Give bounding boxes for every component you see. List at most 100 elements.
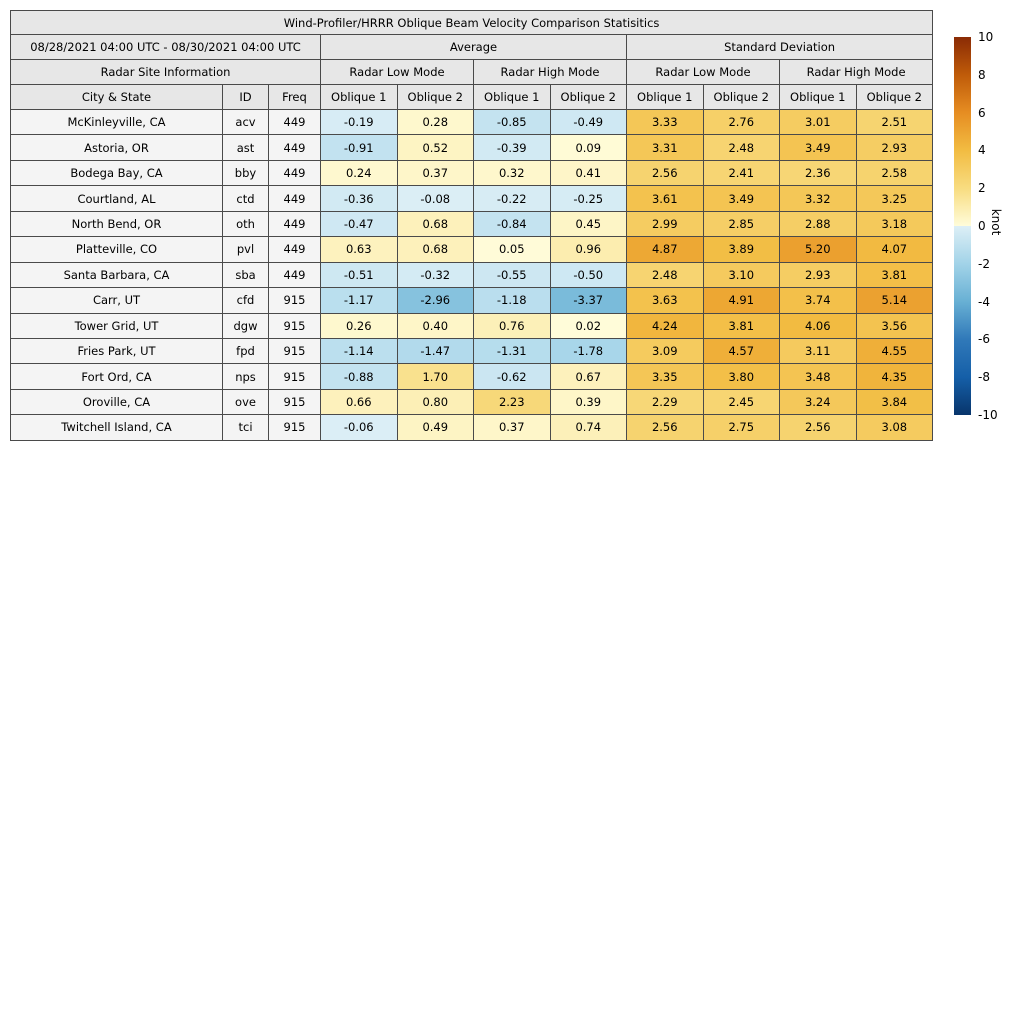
colorbar-tick-label: 10 [978,30,994,44]
id-cell: tci [222,414,269,441]
avg-radar-high-mode: Radar High Mode [473,59,627,85]
value-cell: 2.75 [702,414,780,441]
value-cell: -0.84 [473,210,551,238]
id-cell: ast [222,134,269,161]
value-cell: 0.02 [549,312,627,339]
value-cell: 3.31 [626,134,704,161]
id-cell: pvl [222,236,269,263]
value-cell: 0.63 [320,236,398,263]
value-cell: 2.88 [779,210,857,238]
freq-cell: 915 [268,337,321,365]
value-cell: 0.05 [473,236,551,263]
value-cell: 2.41 [702,159,780,187]
table-row: Santa Barbara, CA sba 449 -0.51 -0.32 -0.55 -0… [10,261,934,289]
col-freq: Freq [268,84,321,110]
value-cell: 5.20 [779,236,857,263]
table-row: Carr, UT cfd 915 -1.17 -2.96 -1.18 -3.37 3.63 4.… [10,287,934,314]
city-cell: Courtland, AL [10,185,223,212]
col-oblique-1: Oblique 1 [473,84,551,110]
id-cell: fpd [222,337,269,365]
value-cell: 3.25 [855,185,934,212]
value-cell: 0.76 [473,312,551,339]
col-oblique-2: Oblique 2 [396,84,474,110]
city-cell: Fries Park, UT [10,337,223,365]
table-row: North Bend, OR oth 449 -0.47 0.68 -0.84 0.45 2.… [10,210,934,238]
value-cell: 3.89 [702,236,780,263]
id-cell: ove [222,388,269,416]
value-cell: 0.52 [396,134,474,161]
freq-cell: 915 [268,312,321,339]
colorbar-tick-label: 0 [978,219,986,233]
value-cell: 4.87 [626,236,704,263]
city-cell: Oroville, CA [10,388,223,416]
value-cell: 3.61 [626,185,704,212]
freq-cell: 915 [268,388,321,416]
value-cell: 0.24 [320,159,398,187]
value-cell: 0.68 [396,210,474,238]
value-cell: -1.17 [320,287,398,314]
col-oblique-1: Oblique 1 [779,84,857,110]
value-cell: -0.62 [473,363,551,390]
value-cell: 3.49 [702,185,780,212]
colorbar-tick-label: 8 [978,67,986,82]
col-oblique-2: Oblique 2 [855,84,934,110]
value-cell: -0.85 [473,108,551,136]
value-cell: 2.36 [779,159,857,187]
id-cell: nps [222,363,269,390]
value-cell: 2.45 [702,388,780,416]
value-cell: 3.80 [702,363,780,390]
id-cell: cfd [222,287,269,314]
value-cell: 0.39 [549,388,627,416]
value-cell: -0.88 [320,363,398,390]
header-row-modes: Radar Site Information Radar Low Mode Ra… [10,59,934,85]
city-cell: Platteville, CO [10,236,223,263]
colorbar-tick-label: -8 [978,370,990,385]
value-cell: 1.70 [396,363,474,390]
value-cell: -0.08 [396,185,474,212]
col-oblique-1: Oblique 1 [626,84,704,110]
city-cell: Carr, UT [10,287,223,314]
std-radar-low-mode: Radar Low Mode [626,59,780,85]
col-oblique-1: Oblique 1 [320,84,398,110]
value-cell: 3.49 [779,134,857,161]
value-cell: 4.07 [855,236,934,263]
value-cell: -0.06 [320,414,398,441]
value-cell: -0.51 [320,261,398,289]
city-cell: Santa Barbara, CA [10,261,223,289]
city-cell: Bodega Bay, CA [10,159,223,187]
value-cell: 2.93 [779,261,857,289]
freq-cell: 449 [268,236,321,263]
value-cell: -1.31 [473,337,551,365]
id-cell: ctd [222,185,269,212]
colorbar-tick-label: -4 [978,294,990,309]
colorbar [954,37,971,415]
value-cell: 2.56 [779,414,857,441]
value-cell: -0.39 [473,134,551,161]
table-row: Oroville, CA ove 915 0.66 0.80 2.23 0.39 2.29 2.… [10,388,934,416]
value-cell: 2.85 [702,210,780,238]
value-cell: 2.23 [473,388,551,416]
value-cell: -0.47 [320,210,398,238]
value-cell: 2.99 [626,210,704,238]
freq-cell: 449 [268,210,321,238]
value-cell: 3.56 [855,312,934,339]
colorbar-tick-label: -2 [978,256,990,271]
value-cell: -0.19 [320,108,398,136]
value-cell: 0.37 [473,414,551,441]
value-cell: 3.33 [626,108,704,136]
value-cell: 0.37 [396,159,474,187]
value-cell: -1.47 [396,337,474,365]
group-standard-deviation: Standard Deviation [625,34,934,60]
std-radar-high-mode: Radar High Mode [778,59,934,85]
table-row: Twitchell Island, CA tci 915 -0.06 0.49 0.37 0… [10,414,934,441]
table-title: Wind-Profiler/HRRR Oblique Beam Velocity… [9,10,934,35]
col-id: ID [222,84,269,110]
freq-cell: 915 [268,414,321,441]
radar-site-information: Radar Site Information [10,59,321,85]
freq-cell: 449 [268,261,321,289]
value-cell: -0.25 [549,185,627,212]
value-cell: 3.01 [779,108,857,136]
table-row: Fries Park, UT fpd 915 -1.14 -1.47 -1.31 -1.78… [10,337,934,365]
value-cell: -1.78 [549,337,627,365]
value-cell: 0.45 [549,210,627,238]
